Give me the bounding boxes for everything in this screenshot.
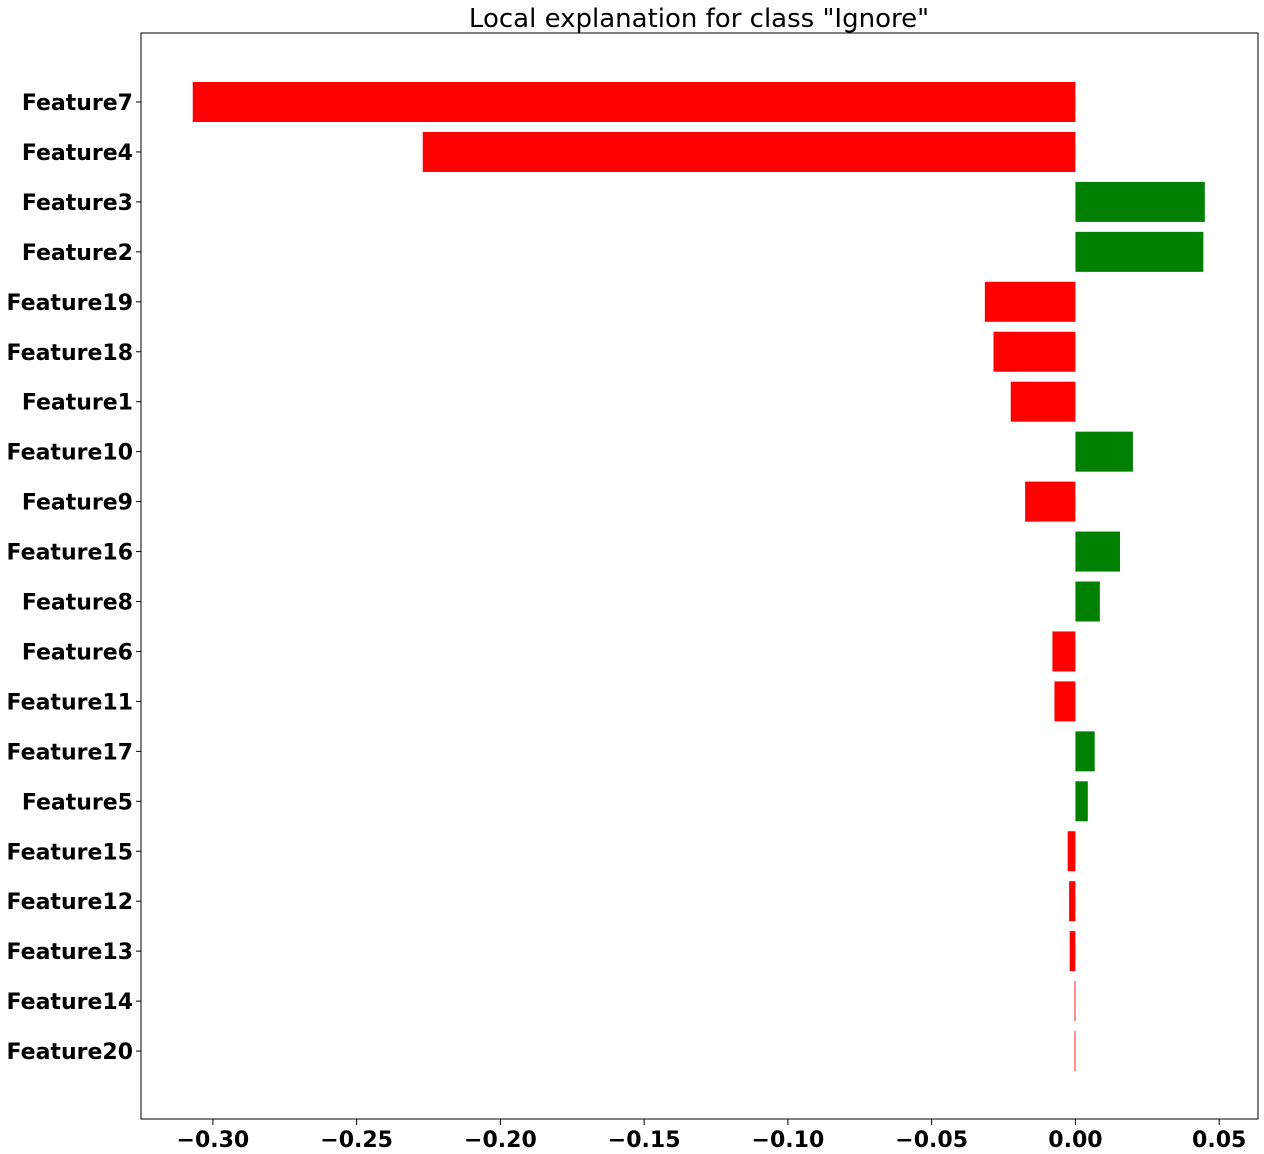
bar-feature17	[1075, 731, 1095, 772]
bar-feature4	[422, 131, 1076, 172]
x-tick-label: −0.30	[177, 1128, 250, 1153]
y-tick-label: Feature2	[22, 241, 133, 266]
y-tick-label: Feature13	[7, 940, 133, 965]
bar-feature11	[1054, 681, 1076, 722]
y-tick-label: Feature20	[7, 1040, 133, 1065]
x-tick-label: −0.05	[895, 1128, 968, 1153]
y-tick-label: Feature4	[22, 141, 133, 166]
bar-feature12	[1069, 881, 1076, 922]
bar-feature2	[1075, 231, 1204, 272]
chart-title: Local explanation for class "Ignore"	[469, 4, 929, 34]
y-tick-labels: Feature7 Feature4 Feature3 Feature2 Feature1…	[7, 91, 141, 1065]
bar-feature13	[1069, 931, 1076, 972]
bar-feature10	[1075, 431, 1133, 472]
y-tick-label: Feature16	[7, 541, 133, 566]
y-tick-label: Feature14	[7, 990, 133, 1015]
x-tick-label: 0.05	[1192, 1128, 1246, 1153]
x-ticks: −0.30 −0.25 −0.20 −0.15 −0.10 −0.05 0.00 0.05	[177, 1119, 1246, 1153]
y-tick-label: Feature5	[22, 790, 133, 815]
bar-feature7	[192, 82, 1076, 122]
y-tick-label: Feature11	[7, 690, 133, 715]
y-tick-label: Feature18	[7, 341, 133, 366]
y-tick-label: Feature3	[22, 191, 133, 216]
x-tick-label: −0.10	[752, 1128, 825, 1153]
x-tick-label: −0.15	[608, 1128, 681, 1153]
bar-feature19	[984, 281, 1076, 322]
bar-feature15	[1067, 831, 1076, 872]
x-tick-label: 0.00	[1048, 1128, 1102, 1153]
y-tick-label: Feature17	[7, 740, 133, 765]
y-tick-label: Feature9	[22, 491, 133, 516]
bar-feature5	[1075, 781, 1088, 822]
y-tick-label: Feature1	[22, 391, 133, 416]
y-tick-label: Feature12	[7, 890, 133, 915]
bar-feature1	[1010, 381, 1076, 422]
plot-frame	[140, 32, 1259, 1120]
y-tick-label: Feature15	[7, 840, 133, 865]
bar-feature18	[993, 331, 1076, 372]
bar-feature3	[1075, 181, 1205, 222]
bar-feature16	[1075, 531, 1120, 572]
bar-feature20	[1074, 1031, 1076, 1072]
y-tick-label: Feature7	[22, 91, 133, 116]
bar-feature9	[1025, 481, 1076, 522]
y-tick-label: Feature6	[22, 640, 133, 665]
bar-feature8	[1075, 581, 1100, 622]
x-tick-label: −0.20	[464, 1128, 537, 1153]
bar-feature6	[1052, 631, 1076, 672]
y-tick-label: Feature10	[7, 441, 133, 466]
bar-feature14	[1074, 981, 1076, 1022]
y-tick-label: Feature8	[22, 591, 133, 616]
bars-group	[192, 82, 1205, 1072]
x-tick-label: −0.25	[320, 1128, 393, 1153]
y-tick-label: Feature19	[7, 291, 133, 316]
